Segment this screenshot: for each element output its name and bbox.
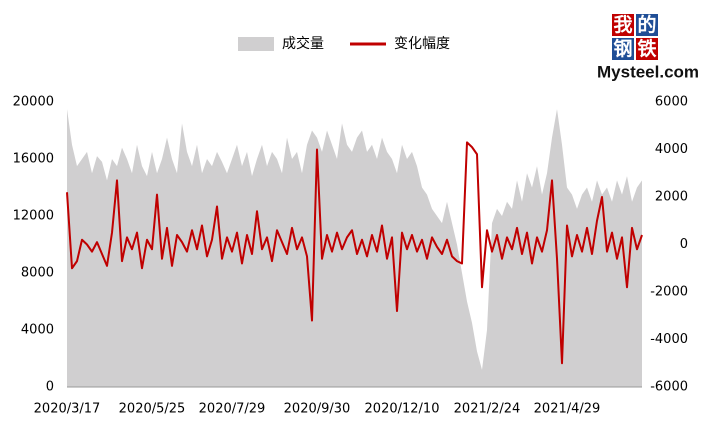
y2-tick-label: 0 <box>680 237 688 252</box>
y-tick-label: 8000 <box>21 266 54 281</box>
logo-char: 我 <box>613 14 632 36</box>
change-line <box>66 141 643 365</box>
legend-label: 成交量 <box>282 35 324 52</box>
logo-char: 钢 <box>613 38 632 60</box>
y2-tick-label: 2000 <box>655 190 688 205</box>
y2-tick-label: 6000 <box>655 95 688 110</box>
logo-char: 的 <box>637 13 656 36</box>
x-tick-label: 2021/2/24 <box>454 402 521 417</box>
y2-tick-label: -6000 <box>650 380 688 395</box>
x-tick-label: 2020/9/30 <box>284 402 351 417</box>
y-tick-label: 16000 <box>13 152 54 167</box>
legend-label: 变化幅度 <box>394 36 450 52</box>
logo-box <box>612 14 634 36</box>
x-tick-label: 2020/7/29 <box>199 402 266 417</box>
x-tick-label: 2020/12/10 <box>365 402 440 417</box>
y2-tick-label: 4000 <box>655 142 688 157</box>
logo-text: Mysteel.com <box>597 62 699 81</box>
y-tick-label: 0 <box>46 380 54 395</box>
legend-swatch <box>238 37 274 51</box>
x-tick-label: 2021/4/29 <box>534 402 601 417</box>
volume-area <box>67 109 642 387</box>
x-tick-label: 2020/3/17 <box>34 402 101 417</box>
y-tick-label: 4000 <box>21 323 54 338</box>
y2-tick-label: -4000 <box>650 332 688 347</box>
logo-box <box>636 38 658 60</box>
y-tick-label: 12000 <box>13 209 54 224</box>
y2-tick-label: -2000 <box>650 285 688 300</box>
y-tick-label: 20000 <box>13 95 54 110</box>
logo-box <box>636 14 658 36</box>
x-tick-label: 2020/5/25 <box>119 402 186 417</box>
logo-char: 铁 <box>637 37 656 60</box>
logo-box <box>612 38 634 60</box>
